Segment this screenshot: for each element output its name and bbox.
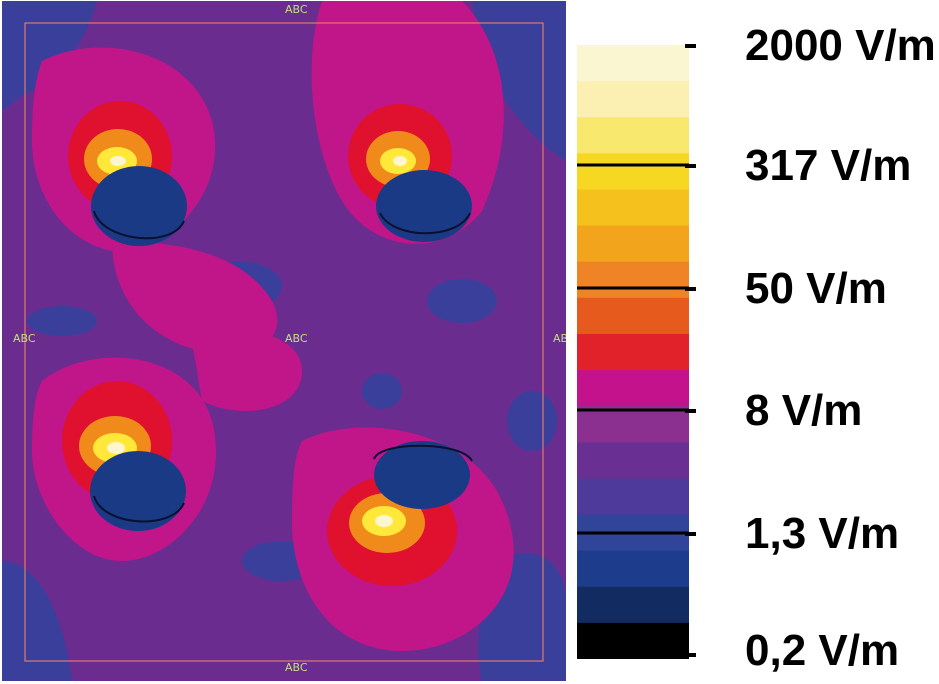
scale-label-317: 317 V/m bbox=[745, 141, 912, 190]
marker-bottom: ABC bbox=[285, 661, 308, 674]
color-band bbox=[577, 45, 689, 82]
conductor-edges bbox=[93, 210, 473, 523]
scale-label-2000: 2000 V/m bbox=[745, 21, 936, 70]
plot-frame bbox=[24, 22, 544, 662]
marker-top: ABC bbox=[285, 3, 308, 16]
color-scale-bands bbox=[577, 45, 689, 659]
conductor-shadows bbox=[90, 166, 472, 531]
color-band bbox=[577, 406, 689, 443]
color-band bbox=[577, 550, 689, 588]
color-band bbox=[577, 297, 689, 335]
color-band bbox=[577, 117, 689, 154]
color-band bbox=[577, 333, 689, 371]
color-band bbox=[577, 153, 689, 191]
color-band bbox=[577, 478, 689, 516]
color-scale-bar bbox=[577, 45, 689, 659]
scale-tick-marks bbox=[685, 44, 696, 657]
marker-left: ABC bbox=[13, 332, 36, 345]
color-band bbox=[577, 189, 689, 227]
color-band bbox=[577, 81, 689, 118]
color-band bbox=[577, 370, 689, 407]
scale-label-0-2: 0,2 V/m bbox=[745, 626, 900, 675]
scale-label-50: 50 V/m bbox=[745, 264, 887, 313]
field-strength-map: ABC ABC ABC ABC ABC bbox=[2, 1, 566, 681]
color-band bbox=[577, 225, 689, 263]
scale-label-1-3: 1,3 V/m bbox=[745, 509, 900, 558]
color-band bbox=[577, 261, 689, 299]
color-band bbox=[577, 622, 689, 659]
color-band bbox=[577, 442, 689, 480]
peak-centers bbox=[107, 156, 407, 527]
color-scale-ticks bbox=[577, 163, 689, 535]
scale-label-8: 8 V/m bbox=[745, 386, 863, 435]
color-band bbox=[577, 586, 689, 624]
marker-center: ABC bbox=[285, 332, 308, 345]
marker-right: ABC bbox=[553, 332, 566, 345]
